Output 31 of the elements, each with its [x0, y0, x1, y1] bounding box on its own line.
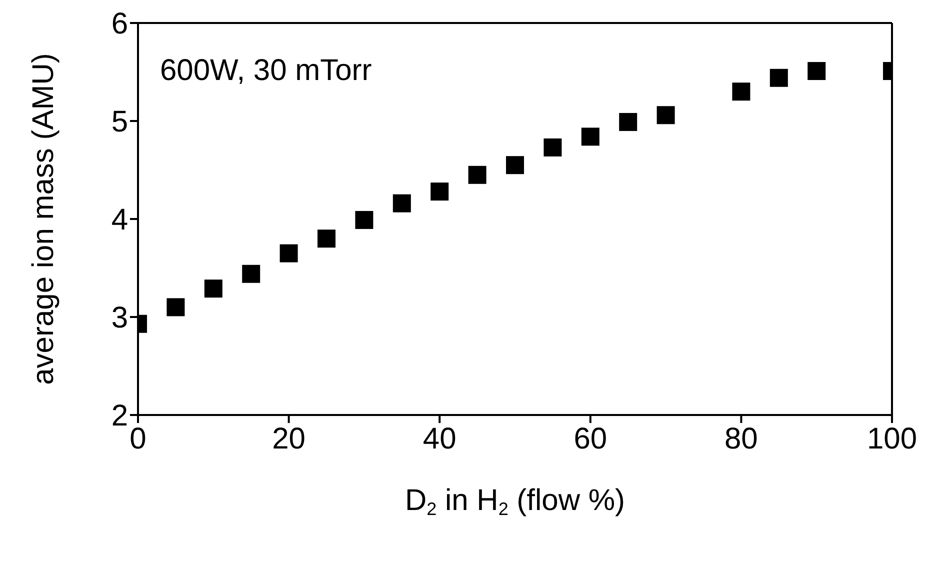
point [581, 128, 600, 146]
x-tick-label: 0 [130, 422, 146, 456]
point [392, 194, 411, 212]
point [242, 264, 260, 283]
y-tick-label: 6 [111, 8, 128, 41]
point [544, 138, 562, 156]
point [318, 230, 336, 248]
x-tick-label: 60 [574, 422, 608, 456]
y-tick-label: 2 [111, 400, 128, 433]
point [204, 280, 222, 298]
point [468, 166, 486, 184]
y-tick-label: 5 [111, 106, 128, 139]
point [430, 182, 449, 201]
x-tick-label: 20 [272, 422, 306, 456]
point [280, 244, 298, 262]
point [770, 68, 788, 87]
point [732, 82, 750, 101]
point [355, 210, 374, 229]
annotation: 600W, 30 mTorr [160, 54, 372, 87]
x-tick-label: 80 [724, 422, 758, 456]
y-tick-label: 3 [111, 302, 128, 335]
point [808, 62, 826, 80]
point [619, 112, 638, 131]
y-tick-label: 4 [111, 204, 128, 237]
y-axis-title: average ion mass (AMU) [27, 53, 60, 385]
point [166, 298, 185, 316]
x-axis-title: D$_{2}$ in H$_{2}$ (flow %) [404, 484, 626, 518]
point [506, 156, 524, 174]
x-tick-label: 100 [866, 422, 918, 456]
point [656, 106, 675, 124]
x-tick-label: 40 [422, 422, 456, 456]
